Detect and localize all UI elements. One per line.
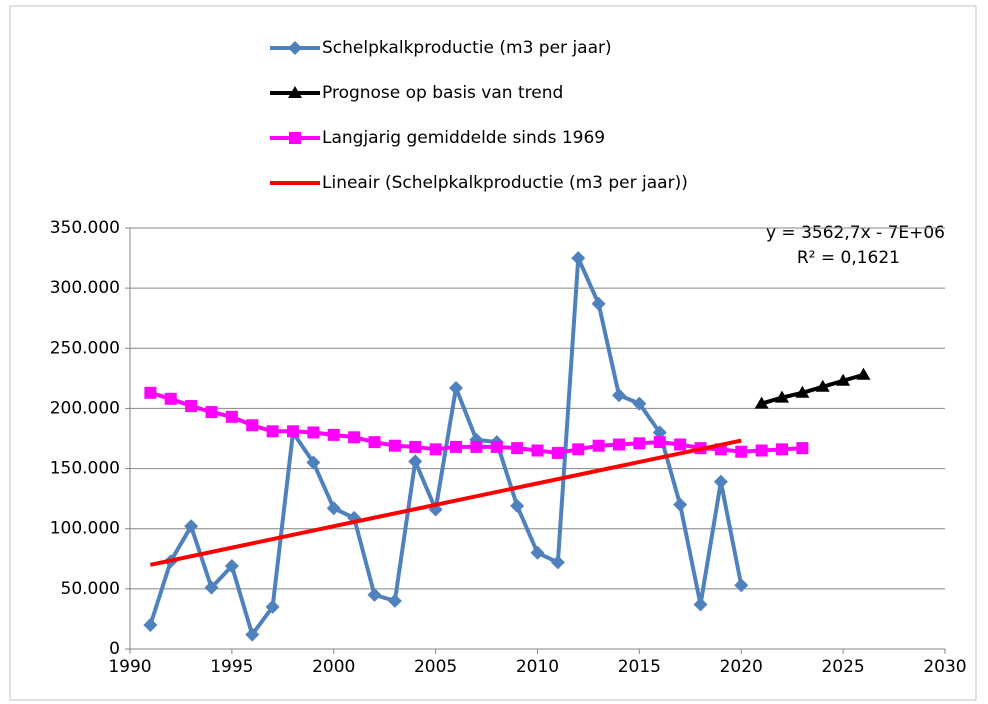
marker: [449, 380, 463, 395]
marker: [387, 593, 402, 608]
marker: [245, 627, 260, 642]
marker: [571, 251, 586, 266]
marker: [348, 431, 361, 444]
marker: [409, 440, 422, 453]
marker: [632, 396, 647, 411]
y-tick-label: 50.000: [61, 579, 120, 599]
trend-equation: y = 3562,7x - 7E+06: [766, 223, 945, 243]
marker: [288, 41, 302, 55]
chart-border: [9, 5, 977, 701]
marker: [367, 587, 382, 602]
marker: [592, 439, 605, 452]
marker: [754, 396, 769, 409]
trend-r-squared: R² = 0,1621: [797, 248, 900, 268]
marker: [613, 438, 625, 451]
marker: [306, 455, 321, 470]
marker: [776, 443, 788, 456]
legend-label: Langjarig gemiddelde sinds 1969: [322, 128, 605, 148]
marker: [591, 296, 606, 311]
marker: [612, 388, 626, 403]
marker: [450, 440, 462, 453]
x-tick-label: 2030: [923, 657, 966, 677]
marker: [184, 519, 199, 534]
marker: [735, 445, 748, 458]
marker: [836, 373, 851, 386]
x-tick-label: 1995: [210, 657, 253, 677]
marker: [713, 474, 728, 489]
marker: [633, 437, 646, 450]
marker: [246, 419, 259, 432]
marker: [204, 580, 219, 595]
marker: [795, 385, 810, 398]
y-tick-label: 250.000: [50, 338, 120, 358]
marker: [205, 406, 218, 419]
marker: [266, 425, 279, 438]
series-line: [149, 438, 742, 567]
marker: [490, 440, 503, 453]
x-tick-label: 1990: [108, 657, 151, 677]
marker: [265, 599, 280, 614]
marker: [429, 443, 442, 456]
marker: [225, 410, 238, 423]
legend-label: Schelpkalkproductie (m3 per jaar): [322, 38, 612, 58]
marker: [185, 400, 198, 413]
marker: [289, 132, 301, 144]
marker: [307, 426, 320, 439]
x-tick-label: 2005: [414, 657, 457, 677]
marker: [143, 617, 158, 632]
x-tick-label: 2025: [821, 657, 864, 677]
marker: [327, 428, 340, 441]
y-tick-label: 150.000: [50, 459, 120, 479]
legend-label: Lineair (Schelpkalkproductie (m3 per jaa…: [322, 173, 688, 193]
marker: [796, 442, 809, 455]
marker: [572, 443, 585, 456]
legend-label: Prognose op basis van trend: [322, 83, 563, 103]
x-tick-label: 2015: [618, 657, 661, 677]
marker: [551, 446, 564, 459]
y-tick-label: 0: [109, 639, 120, 659]
y-tick-label: 350.000: [50, 218, 120, 238]
marker: [652, 425, 667, 440]
marker: [653, 436, 666, 449]
marker: [287, 425, 299, 438]
marker: [326, 501, 341, 516]
marker: [755, 444, 768, 457]
x-tick-label: 2020: [720, 657, 763, 677]
marker: [531, 444, 544, 457]
y-tick-label: 300.000: [50, 278, 120, 298]
marker: [470, 440, 483, 453]
marker: [288, 86, 302, 98]
marker: [856, 367, 871, 380]
marker: [224, 559, 239, 574]
marker: [674, 438, 687, 451]
marker: [388, 439, 401, 452]
marker: [550, 555, 565, 570]
marker: [693, 597, 708, 612]
marker: [510, 498, 525, 513]
marker: [368, 436, 381, 449]
marker: [144, 386, 157, 399]
marker: [815, 379, 830, 392]
marker: [734, 578, 749, 593]
marker: [530, 545, 545, 560]
marker: [775, 390, 789, 403]
y-tick-label: 100.000: [50, 519, 120, 539]
x-tick-label: 2010: [516, 657, 559, 677]
marker: [164, 392, 177, 405]
marker: [673, 497, 688, 512]
y-tick-label: 200.000: [50, 398, 120, 418]
marker: [408, 454, 423, 469]
marker: [511, 442, 524, 455]
x-tick-label: 2000: [312, 657, 355, 677]
